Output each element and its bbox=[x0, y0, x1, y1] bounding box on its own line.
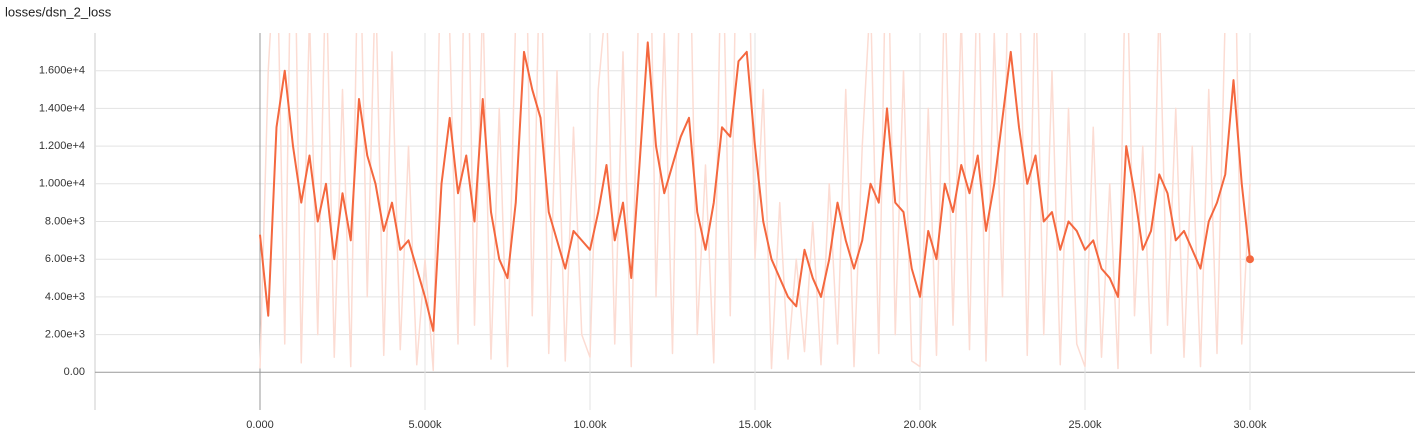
axis-labels: 0.00 2.00e+3 4.00e+3 6.00e+3 8.00e+3 1.000e+4… bbox=[39, 65, 1267, 431]
x-tick-label: 30.00k bbox=[1233, 419, 1267, 431]
line bbox=[259, 41, 1251, 332]
chart-title: losses/dsn_2_loss bbox=[5, 4, 112, 19]
y-tick-label: 1.200e+4 bbox=[39, 140, 85, 152]
x-tick-label: 0.000 bbox=[246, 419, 274, 431]
y-tick-label: 1.000e+4 bbox=[39, 178, 85, 190]
y-tick-label: 2.00e+3 bbox=[45, 329, 85, 341]
y-tick-label: 4.00e+3 bbox=[45, 291, 85, 303]
y-tick-label: 1.600e+4 bbox=[39, 65, 85, 77]
x-tick-label: 15.00k bbox=[738, 419, 772, 431]
x-tick-label: 5.000k bbox=[408, 419, 442, 431]
y-tick-label: 0.00 bbox=[64, 366, 85, 378]
raw-line bbox=[259, 33, 1251, 372]
x-tick-label: 25.00k bbox=[1068, 419, 1102, 431]
y-tick-label: 1.400e+4 bbox=[39, 102, 85, 114]
x-tick-label: 20.00k bbox=[903, 419, 937, 431]
y-tick-label: 8.00e+3 bbox=[45, 215, 85, 227]
plot-area bbox=[259, 33, 1254, 372]
x-tick-label: 10.00k bbox=[573, 419, 607, 431]
end-point bbox=[1246, 255, 1254, 264]
y-tick-label: 6.00e+3 bbox=[45, 253, 85, 265]
